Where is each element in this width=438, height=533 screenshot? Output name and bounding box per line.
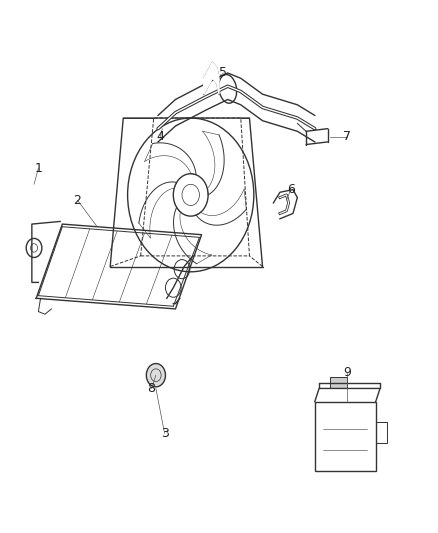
Text: 9: 9 xyxy=(343,366,351,379)
Polygon shape xyxy=(204,62,219,94)
Text: 1: 1 xyxy=(35,162,42,175)
Circle shape xyxy=(146,364,166,387)
Text: 8: 8 xyxy=(148,382,155,395)
FancyBboxPatch shape xyxy=(330,377,347,389)
Text: 3: 3 xyxy=(161,427,169,440)
Text: 7: 7 xyxy=(343,130,351,143)
Text: 5: 5 xyxy=(219,67,227,79)
Text: 4: 4 xyxy=(156,130,164,143)
FancyBboxPatch shape xyxy=(315,402,376,471)
Text: 2: 2 xyxy=(74,193,81,207)
Text: 6: 6 xyxy=(287,183,295,196)
